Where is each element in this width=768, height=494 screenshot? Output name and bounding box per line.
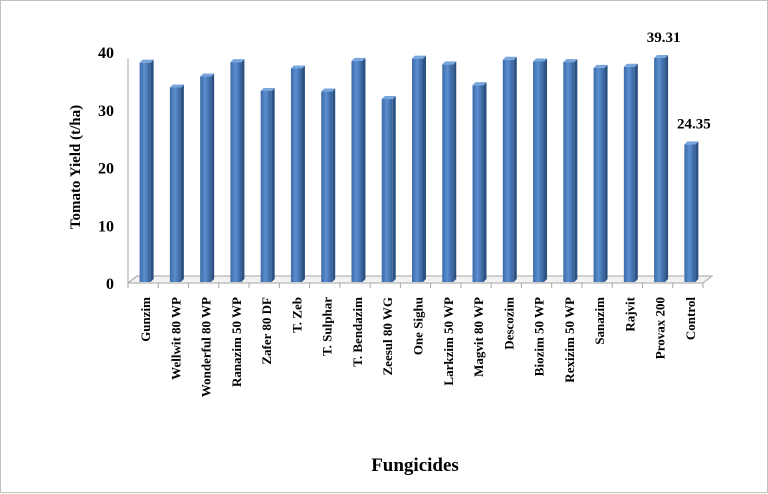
bar-side — [301, 65, 305, 282]
bar — [290, 68, 302, 282]
bar-side — [513, 56, 517, 283]
bar-side — [544, 58, 548, 282]
bar-side — [423, 55, 426, 283]
bar-top — [684, 141, 699, 145]
x-tick-label: Rexizim 50 WP — [562, 297, 577, 383]
bar — [472, 85, 484, 282]
bar-side — [392, 96, 396, 282]
x-tick-label: One Sighu — [411, 297, 426, 355]
bar — [533, 61, 545, 282]
x-tick-label: Larkzim 50 WP — [441, 297, 456, 386]
x-tick-label: Wellwit 80 WP — [168, 297, 183, 380]
bar — [623, 66, 635, 282]
bar-top — [169, 84, 184, 88]
bar-top — [230, 59, 245, 63]
y-tick-label: 20 — [98, 161, 114, 178]
y-tick-label: 30 — [98, 103, 114, 120]
x-tick-label: T. Zeb — [289, 297, 304, 333]
y-tick-label: 10 — [98, 218, 114, 235]
x-tick-label: Provax 200 — [653, 297, 668, 359]
bar-top — [290, 65, 305, 69]
bar-side — [634, 63, 638, 282]
x-tick-label: Ranazim 50 WP — [229, 297, 244, 387]
bar-top — [260, 87, 275, 91]
bar — [593, 67, 605, 282]
bar — [563, 62, 575, 283]
bar-side — [574, 59, 578, 283]
bar — [412, 58, 423, 283]
data-label: 39.31 — [647, 30, 681, 46]
bar-top — [412, 55, 426, 59]
bar-top — [502, 56, 517, 60]
bar — [200, 76, 212, 283]
x-tick-label: Control — [683, 297, 698, 340]
bar-top — [442, 61, 457, 65]
bar-side — [150, 59, 154, 282]
bar-side — [483, 82, 487, 282]
x-tick-label: Zafer 80 DF — [259, 297, 274, 365]
x-tick-label: Magvit 80 WP — [471, 297, 486, 377]
x-axis-label: Fungicides — [371, 455, 459, 476]
x-tick-label: T. Sulphar — [320, 297, 335, 356]
bar-side — [604, 64, 608, 282]
bar-top — [533, 58, 548, 62]
bar-side — [180, 84, 184, 283]
bar-top — [472, 82, 487, 86]
x-tick-label: Gunzim — [138, 297, 153, 342]
x-tick-label: Biozim 50 WP — [532, 297, 547, 376]
axis-depth-line — [127, 275, 138, 284]
bar-top — [654, 54, 669, 58]
bar-top — [381, 96, 396, 100]
x-tick-label: Descozim — [501, 297, 516, 350]
y-tick-label: 0 — [106, 276, 114, 293]
bar-side — [211, 73, 215, 283]
bar-top — [139, 59, 154, 63]
bar-side — [665, 54, 669, 283]
x-tick-label: Zeesul 80 WG — [380, 297, 395, 376]
bar-top — [563, 59, 578, 63]
bar-side — [271, 87, 275, 283]
y-axis-label: Tomato Yield (t/ha) — [68, 105, 84, 229]
bar-top — [200, 73, 215, 77]
bar-top — [351, 57, 366, 61]
x-tick-label: T. Bendazim — [350, 297, 365, 367]
x-tick-label: Rajvit — [622, 296, 637, 331]
bar — [321, 91, 333, 282]
bar-top — [321, 88, 336, 92]
bar — [684, 144, 696, 282]
bar-side — [695, 141, 699, 282]
bar — [169, 87, 181, 283]
data-label: 24.35 — [677, 116, 711, 132]
bar — [139, 62, 151, 282]
bar — [260, 90, 272, 283]
bar-side — [362, 57, 366, 283]
bar-side — [332, 88, 336, 282]
bar-top — [593, 64, 608, 68]
bar — [230, 62, 242, 283]
bar — [381, 99, 393, 282]
bar-side — [453, 61, 457, 282]
bar — [351, 60, 363, 283]
bar — [442, 64, 454, 282]
x-tick-label: Wonderful 80 WP — [199, 297, 214, 397]
bar-top — [623, 63, 638, 67]
y-tick-label: 40 — [98, 45, 114, 62]
x-tick-label: Sanazim — [592, 297, 607, 345]
bar — [502, 59, 514, 283]
bar — [654, 57, 666, 283]
bar-side — [241, 59, 245, 283]
